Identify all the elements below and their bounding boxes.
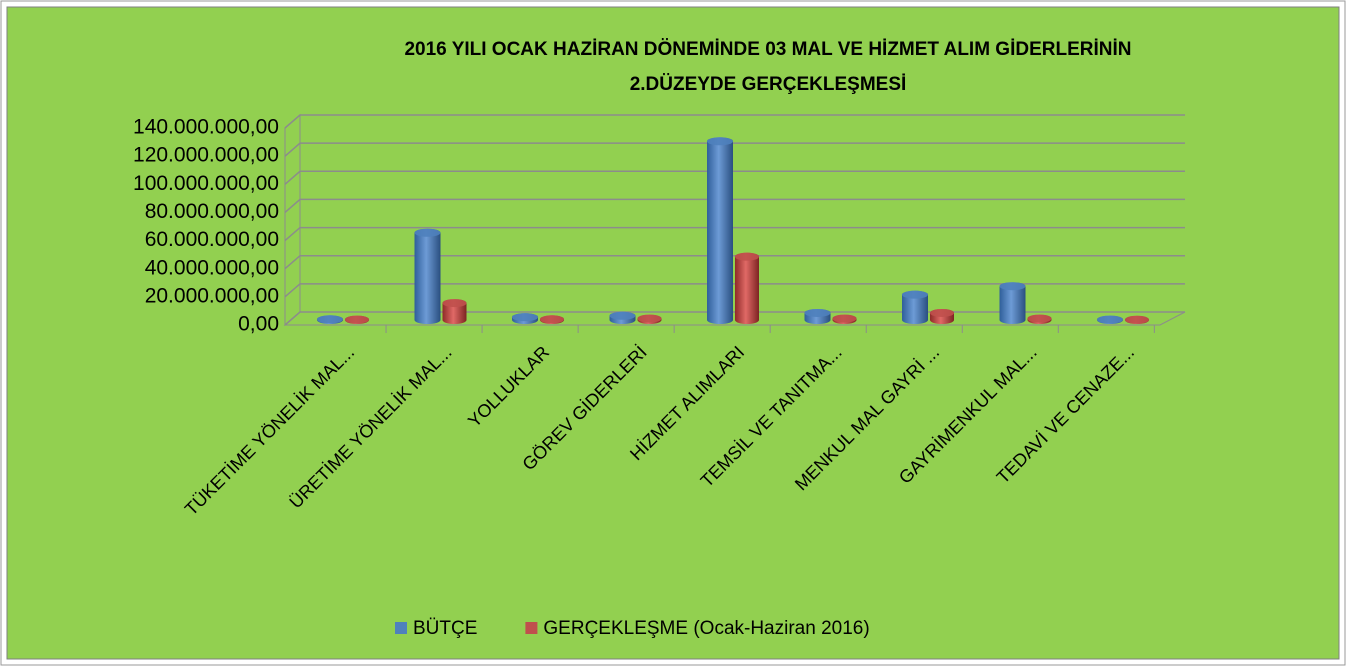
bar-top bbox=[735, 252, 759, 261]
y-tick-label: 0,00 bbox=[238, 313, 279, 336]
bar bbox=[735, 252, 759, 324]
bar bbox=[902, 290, 928, 324]
bar-top bbox=[1027, 314, 1052, 323]
bar-top bbox=[637, 314, 662, 323]
bar-top bbox=[930, 308, 954, 317]
bar-top bbox=[512, 313, 538, 322]
y-tick-label: 100.000.000,00 bbox=[133, 172, 279, 195]
grid-line bbox=[284, 226, 1185, 242]
y-tick-label: 140.000.000,00 bbox=[133, 116, 279, 139]
bar bbox=[414, 228, 441, 324]
bar-top bbox=[442, 299, 467, 308]
grid-line bbox=[284, 283, 1185, 298]
bar-top bbox=[999, 282, 1026, 291]
y-tick-label: 120.000.000,00 bbox=[133, 144, 279, 167]
legend-label: BÜTÇE bbox=[413, 618, 477, 639]
grid-line bbox=[284, 311, 1185, 326]
y-tick-label: 20.000.000,00 bbox=[145, 284, 279, 307]
legend-swatch bbox=[525, 622, 538, 634]
chart-area bbox=[6, 6, 1340, 660]
bar bbox=[707, 137, 733, 324]
grid-line bbox=[284, 114, 1185, 129]
legend-label: GERÇEKLEŞME (Ocak-Haziran 2016) bbox=[543, 618, 869, 639]
grid-line bbox=[284, 198, 1185, 213]
bar-top bbox=[1125, 315, 1149, 324]
bar-top bbox=[707, 137, 733, 146]
chart-title: 2.DÜZEYDE GERÇEKLEŞMESİ bbox=[630, 74, 907, 95]
bar-top bbox=[317, 315, 343, 324]
bar-top bbox=[540, 315, 564, 324]
bar-top bbox=[804, 308, 831, 317]
y-tick-label: 80.000.000,00 bbox=[145, 200, 279, 223]
grid-line bbox=[284, 170, 1185, 185]
grid-line bbox=[284, 254, 1185, 270]
bar-top bbox=[609, 311, 636, 320]
bar-top bbox=[832, 314, 857, 323]
bar-top bbox=[414, 228, 441, 237]
bar bbox=[999, 282, 1026, 324]
chart-title: 2016 YILI OCAK HAZİRAN DÖNEMİNDE 03 MAL … bbox=[404, 39, 1131, 60]
y-tick-label: 40.000.000,00 bbox=[145, 256, 279, 279]
y-tick-label: 60.000.000,00 bbox=[145, 228, 279, 251]
grid-line bbox=[284, 142, 1185, 157]
bar-top bbox=[902, 290, 928, 299]
bar-top bbox=[345, 315, 369, 324]
bar-top bbox=[1097, 315, 1123, 324]
legend-swatch bbox=[395, 622, 407, 634]
